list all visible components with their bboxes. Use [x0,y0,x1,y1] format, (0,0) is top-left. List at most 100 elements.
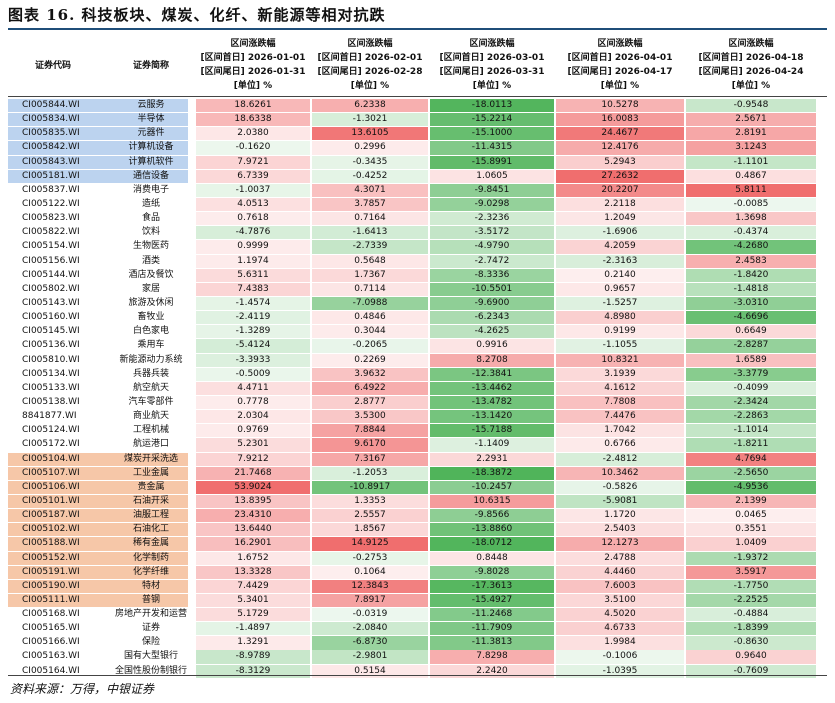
return-cell-period-5: 4.7694 [686,452,816,466]
table-row: CI005143.WI 旅游及休闲 -1.4574 -7.0988 -9.6900 -1.… [8,296,827,311]
security-name: 汽车零部件 [128,396,174,407]
security-name: 工程机械 [132,425,169,436]
return-cell-period-1: 18.6261 [196,99,310,113]
security-code: CI005160.WI [22,312,80,323]
table-row: CI005152.WI 化学制药 1.6752 -0.2753 0.8448 2.4788… [8,551,827,566]
security-name: 通信设备 [132,170,169,181]
header-period-4: 区间涨跌幅 [区间首日] 2026-04-01 [区间尾日] 2026-04-1… [556,37,684,95]
header-code: 证券代码 [34,61,71,71]
table-row: CI005802.WI 家居 7.4383 0.7114 -10.5501 0.9657-… [8,282,827,297]
security-code: CI005165.WI [22,623,80,634]
security-code: CI005124.WI [22,425,80,436]
header-period-1-label: 区间涨跌幅 [230,39,276,49]
return-cell-period-3: -10.2457 [430,480,554,494]
return-cell-period-4: 4.1612 [556,381,684,395]
return-cell-period-4: -1.5257 [556,296,684,311]
return-cell-period-3: -17.3613 [430,579,554,593]
return-cell-period-2: 1.3353 [312,494,428,509]
return-cell-period-4: 7.6003 [556,579,684,593]
return-cell-period-5: -0.4099 [686,381,816,395]
header-period-5-label: 区间涨跌幅 [728,39,774,49]
header-period-3-end: [区间尾日] 2026-03-31 [439,67,545,77]
return-cell-period-5: 1.0409 [686,537,816,551]
return-cell-period-3: -9.8451 [430,183,554,198]
security-code: CI005111.WI [8,593,188,608]
return-cell-period-2: -2.0840 [312,622,428,636]
return-cell-period-3: -13.4462 [430,381,554,395]
header-period-5-unit: [单位] % [731,81,771,91]
security-code: CI005823.WI [22,213,80,224]
security-code: CI005190.WI [8,579,188,593]
return-cell-period-1: 16.2901 [196,537,310,551]
return-cell-period-4: 12.1273 [556,537,684,551]
security-name: 计算机设备 [128,142,174,153]
header-period-4-label: 区间涨跌幅 [597,39,643,49]
security-code: CI005172.WI [22,439,80,450]
security-name: 旅游及休闲 [128,297,174,308]
return-cell-period-2: 13.6105 [312,127,428,141]
return-cell-period-1: -8.9789 [196,650,310,664]
return-cell-period-3: -3.5172 [430,226,554,240]
security-code: CI005143.WI [22,297,80,308]
return-cell-period-5: -1.7750 [686,579,816,593]
return-cell-period-1: 18.6338 [196,113,310,127]
return-cell-period-2: 0.5154 [312,664,428,678]
return-cell-period-4: 0.9199 [556,325,684,339]
security-name: 稀有金属 [132,538,169,549]
security-name: 煤炭开采洗选 [123,453,178,464]
return-cell-period-5: -1.8211 [686,438,816,452]
return-cell-period-1: -1.4574 [196,296,310,311]
return-cell-period-3: -18.3872 [430,466,554,480]
return-cell-period-4: 0.6766 [556,438,684,452]
return-cell-period-4: 1.2049 [556,212,684,226]
return-cell-period-2: 7.8844 [312,424,428,438]
return-cell-period-3: 2.2931 [430,452,554,466]
security-name: 保险 [141,637,160,648]
security-name: 化学纤维 [132,566,169,577]
return-cell-period-1: -2.4119 [196,311,310,325]
return-cell-period-5: 2.8191 [686,127,816,141]
return-cell-period-2: 3.9632 [312,367,428,381]
return-cell-period-2: -6.8730 [312,636,428,650]
return-cell-period-1: 7.4429 [196,579,310,593]
security-name: 白色家电 [132,326,169,337]
return-cell-period-5: -0.7609 [686,664,816,678]
return-cell-period-1: -1.3289 [196,325,310,339]
return-cell-period-1: 5.1729 [196,608,310,622]
return-cell-period-3: -13.1420 [430,410,554,424]
return-cell-period-3: -2.3236 [430,212,554,226]
security-code: CI005156.WI [22,255,80,266]
table-row: CI005834.WI 半导体 18.6338 -1.3021 -15.2214 16.0… [8,113,827,127]
return-cell-period-4: -0.1006 [556,650,684,664]
return-cell-period-2: 3.7857 [312,197,428,212]
return-cell-period-4: 4.2059 [556,240,684,254]
return-cell-period-2: 0.7114 [312,282,428,297]
return-cell-period-1: -8.3129 [196,664,310,678]
security-name: 造纸 [141,198,160,209]
return-cell-period-4: 27.2632 [556,169,684,183]
security-code: CI005122.WI [22,198,80,209]
return-cell-period-2: -0.4252 [312,169,428,183]
header-period-1-unit: [单位] % [233,81,273,91]
table-row: CI005163.WI 国有大型银行 -8.9789 -2.9801 7.8298 -0.… [8,650,827,664]
security-code: CI005822.WI [22,227,80,238]
return-cell-period-2: -7.0988 [312,296,428,311]
return-cell-period-4: 0.9657 [556,282,684,297]
return-cell-period-1: -3.3933 [196,353,310,367]
header-period-2-label: 区间涨跌幅 [347,39,393,49]
return-cell-period-5: -1.4818 [686,282,816,297]
return-cell-period-2: 0.5648 [312,254,428,268]
return-cell-period-1: -1.4897 [196,622,310,636]
return-cell-period-5: -2.8287 [686,339,816,353]
security-code: CI005844.WI [8,99,188,113]
table-row: CI005111.WI 普钢 5.3401 7.8917 -15.4927 3.5100-… [8,593,827,608]
return-cell-period-3: 7.8298 [430,650,554,664]
return-cell-period-2: 1.8567 [312,523,428,537]
security-code: CI005144.WI [22,269,80,280]
return-cell-period-3: 1.0605 [430,169,554,183]
security-name: 计算机软件 [128,156,174,167]
header-period-4-end: [区间尾日] 2026-04-17 [567,67,673,77]
return-cell-period-3: 8.2708 [430,353,554,367]
security-name: 国有大型银行 [123,651,178,662]
table-row: CI005190.WI 特材 7.4429 12.3843 -17.3613 7.6003… [8,579,827,594]
